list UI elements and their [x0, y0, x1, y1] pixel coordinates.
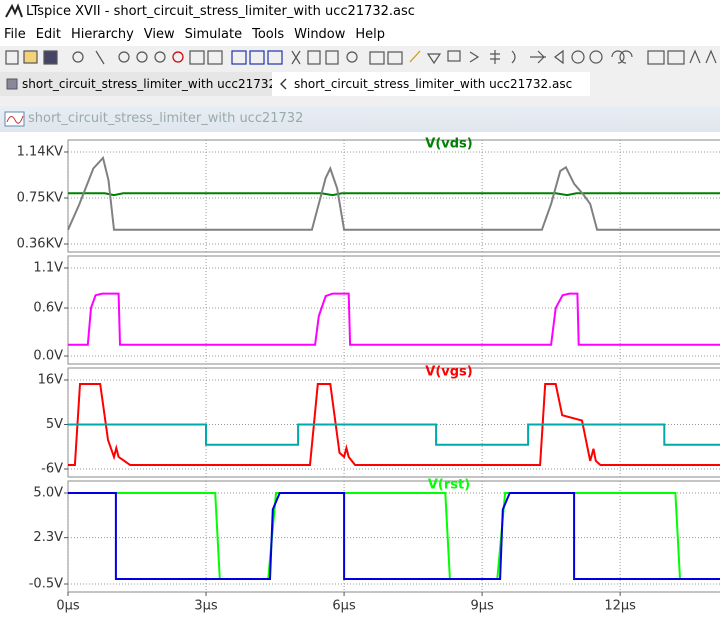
pane-frame [67, 139, 720, 253]
waveform [67, 155, 720, 231]
waveform [68, 492, 720, 580]
x-tick-label: 9µs [470, 599, 494, 614]
toolbar [0, 46, 720, 70]
pane-frame [67, 480, 720, 593]
tab[interactable]: short_circuit_stress_limiter_with ucc217… [272, 72, 590, 96]
plot-window-header: short_circuit_stress_limiter_with ucc217… [0, 106, 720, 132]
menu-item[interactable]: Window [294, 27, 346, 42]
y-tick-label: 5.0V [33, 486, 63, 501]
tab[interactable]: short_circuit_stress_limiter_with ucc217… [0, 72, 286, 96]
waveform [68, 492, 720, 580]
y-tick-label: 0.75KV [17, 191, 63, 206]
waveform [68, 423, 720, 446]
plot-icon [4, 111, 25, 127]
tab-bar: short_circuit_stress_limiter_with ucc217… [0, 72, 720, 96]
y-tick-label: 0.0V [33, 349, 63, 364]
menu-item[interactable]: Help [355, 27, 386, 42]
menu-item[interactable]: Edit [35, 27, 61, 42]
menu-item[interactable]: Simulate [184, 27, 243, 42]
tab-icon [280, 78, 287, 90]
plot-area: 0.36KV 0.75KV 1.14KV V(vds) 0.0V 0.6V 1.1V -6V 5… [0, 132, 720, 620]
tab-label: short_circuit_stress_limiter_with ucc217… [22, 77, 277, 91]
x-tick-label: 6µs [332, 599, 356, 614]
menu-item[interactable]: File [4, 27, 26, 42]
menu-item[interactable]: Tools [252, 27, 285, 42]
tab-icon [6, 78, 18, 90]
window-title: LTspice XVII - short_circuit_stress_limi… [26, 4, 415, 19]
app-icon [5, 3, 23, 18]
plot-window-title: short_circuit_stress_limiter_with ucc217… [28, 111, 304, 126]
trace-label: V(rst) [428, 478, 470, 493]
menu-item[interactable]: View [143, 27, 175, 42]
y-tick-label: 5V [46, 417, 63, 432]
y-tick-label: 1.14KV [17, 145, 63, 160]
trace-label: V(vds) [425, 137, 472, 152]
menu-bar: File Edit Hierarchy View Simulate Tools Window… [0, 24, 720, 46]
menu-item[interactable]: Hierarchy [70, 27, 134, 42]
tab-label: short_circuit_stress_limiter_with ucc217… [294, 77, 573, 91]
y-tick-label: -0.5V [29, 577, 63, 592]
waveform [68, 383, 720, 466]
toolbar-icons [5, 49, 717, 65]
y-tick-label: -6V [41, 462, 63, 477]
y-tick-label: 0.6V [33, 301, 63, 316]
y-tick-label: 0.36KV [17, 237, 63, 252]
y-tick-label: 16V [38, 373, 64, 388]
y-tick-label: 1.1V [33, 261, 63, 276]
x-tick-label: 0µs [56, 599, 80, 614]
y-tick-label: 2.3V [33, 530, 63, 545]
waveform [68, 292, 720, 346]
title-bar: LTspice XVII - short_circuit_stress_limi… [0, 0, 720, 24]
plot-background [0, 132, 720, 620]
x-tick-label: 12µs [604, 599, 636, 614]
trace-label: V(vgs) [425, 365, 472, 380]
x-tick-label: 3µs [194, 599, 218, 614]
